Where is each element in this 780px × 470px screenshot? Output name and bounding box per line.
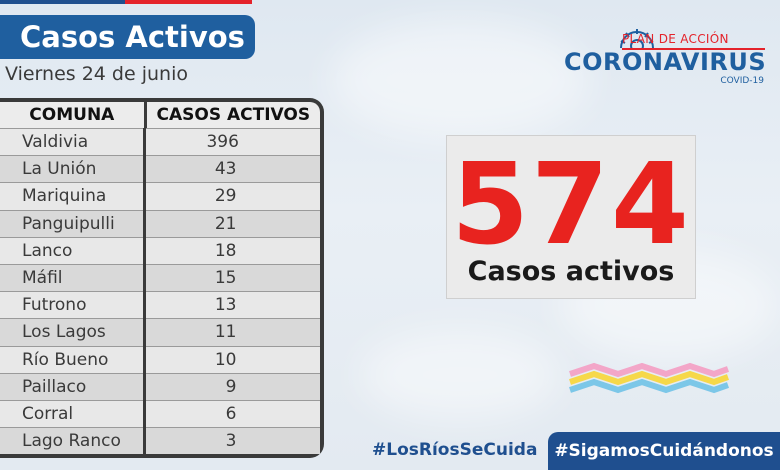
region-waves-icon xyxy=(569,362,730,394)
casos-cell: 3 xyxy=(225,431,237,452)
table-row: Corral 6 xyxy=(0,399,320,428)
table-row: Mariquina 29 xyxy=(0,182,320,210)
casos-cell: 11 xyxy=(214,322,237,343)
plan-coronavirus-logo: PLAN DE ACCIÓN CORONAVIRUS COVID-19 xyxy=(562,26,772,96)
table-row: Los Lagos 11 xyxy=(0,318,320,346)
comuna-cell: Mariquina xyxy=(0,182,144,210)
table-body: Valdivia 396 La Unión 43 Mariquina 29 Pangu… xyxy=(0,128,320,455)
column-header-casos: CASOS ACTIVOS xyxy=(146,102,320,128)
comuna-cell: Futrono xyxy=(0,291,144,319)
total-label: Casos activos xyxy=(467,256,675,287)
comuna-cell: Lago Ranco xyxy=(0,427,144,455)
casos-cell: 43 xyxy=(214,159,237,180)
flag-stripe-red xyxy=(125,0,252,4)
table-row: Valdivia 396 xyxy=(0,128,320,156)
comuna-cell: Los Lagos xyxy=(0,318,144,346)
casos-cell: 18 xyxy=(214,240,237,261)
background-cloud xyxy=(360,330,560,420)
table-header: COMUNA CASOS ACTIVOS xyxy=(0,102,320,128)
comuna-cell: Paillaco xyxy=(0,372,144,400)
report-date: Viernes 24 de junio xyxy=(5,63,188,85)
hashtag-losrios: #LosRíosSeCuida xyxy=(372,440,538,460)
table-row: Lago Ranco 3 xyxy=(0,427,320,455)
logo-divider xyxy=(622,48,765,50)
comuna-cell: Máfil xyxy=(0,263,144,292)
table-row: Futrono 13 xyxy=(0,291,320,319)
casos-cell: 29 xyxy=(214,186,237,207)
virus-icon xyxy=(620,29,654,50)
background-cloud xyxy=(330,20,590,140)
casos-cell: 13 xyxy=(214,295,237,316)
table-row: Máfil 15 xyxy=(0,263,320,292)
active-cases-table: COMUNA CASOS ACTIVOS Valdivia 396 La Unió… xyxy=(0,98,324,458)
logo-plan-text: PLAN DE ACCIÓN xyxy=(622,32,729,46)
table-row: Río Bueno 10 xyxy=(0,345,320,373)
page-title: Casos Activos xyxy=(0,15,255,59)
comuna-cell: Lanco xyxy=(0,236,144,264)
comuna-cell: La Unión xyxy=(0,155,144,183)
casos-cell: 10 xyxy=(214,349,237,370)
hashtag-sigamos: #SigamosCuidándonos xyxy=(548,432,780,470)
table-row: Paillaco 9 xyxy=(0,372,320,400)
comuna-cell: Río Bueno xyxy=(0,345,144,373)
total-number: 574 xyxy=(451,140,691,270)
logo-coronavirus-text: CORONAVIRUS xyxy=(564,48,767,76)
table-row: Lanco 18 xyxy=(0,236,320,264)
casos-cell: 9 xyxy=(225,376,237,397)
comuna-cell: Valdivia xyxy=(0,128,144,156)
column-header-comuna: COMUNA xyxy=(0,102,144,128)
comuna-cell: Panguipulli xyxy=(0,209,144,237)
table-row: Panguipulli 21 xyxy=(0,209,320,237)
casos-cell: 21 xyxy=(214,213,237,234)
casos-cell: 15 xyxy=(214,267,237,288)
casos-cell: 6 xyxy=(225,403,237,424)
logo-covid-text: COVID-19 xyxy=(720,76,764,86)
table-row: La Unión 43 xyxy=(0,155,320,183)
comuna-cell: Corral xyxy=(0,399,144,428)
flag-stripe-blue xyxy=(0,0,125,4)
total-active-cases-card: 574 Casos activos xyxy=(447,136,695,298)
casos-cell: 396 xyxy=(206,132,239,152)
